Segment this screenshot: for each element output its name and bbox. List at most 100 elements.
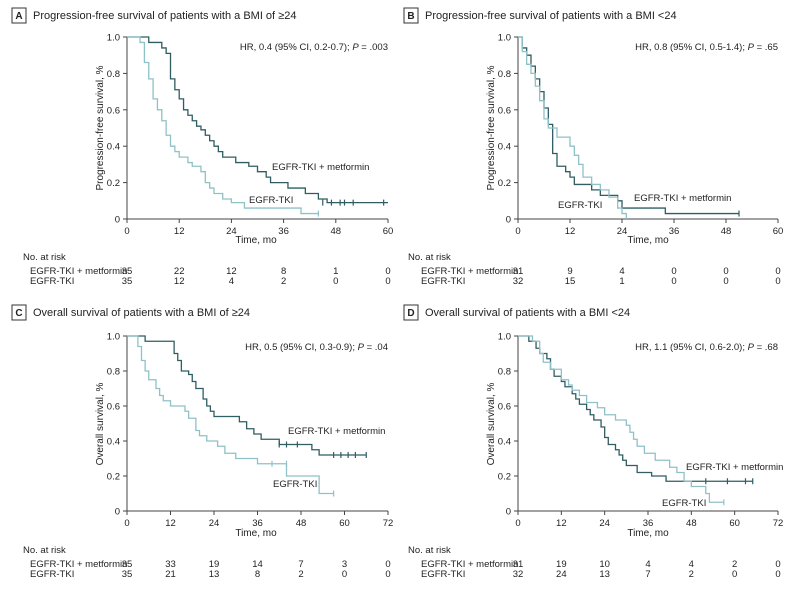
y-tick-label: 1.0 (107, 332, 120, 343)
hr-p-label: P (352, 42, 359, 53)
x-tick-label: 0 (515, 226, 520, 237)
y-tick-label: 0 (506, 215, 511, 226)
risk-value: 0 (775, 559, 780, 570)
hr-p-value: = .003 (359, 42, 388, 53)
x-tick-label: 24 (617, 226, 628, 237)
y-tick-label: 0.6 (498, 105, 511, 116)
x-tick-label: 72 (773, 518, 784, 529)
risk-value: 4 (689, 559, 694, 570)
risk-value: 0 (333, 276, 338, 287)
hr-p-value: = .65 (754, 42, 778, 53)
risk-header: No. at risk (23, 252, 66, 263)
y-tick-label: 0.8 (498, 367, 511, 378)
risk-value: 3 (342, 559, 347, 570)
risk-header: No. at risk (23, 545, 66, 556)
risk-value: 14 (252, 559, 263, 570)
x-tick-label: 36 (643, 518, 654, 529)
risk-value: 35 (122, 266, 133, 277)
risk-value: 1 (333, 266, 338, 277)
risk-value: 0 (723, 276, 728, 287)
x-tick-label: 36 (669, 226, 680, 237)
risk-value: 35 (122, 276, 133, 287)
x-tick-label: 36 (252, 518, 263, 529)
panel-b: B Progression-free survival of patients w… (403, 7, 784, 287)
hazard-ratio-text: HR, 1.1 (95% CI, 0.6-2.0); P = .68 (635, 342, 778, 353)
y-tick-label: 0 (115, 507, 120, 518)
hr-p-value: = .04 (364, 342, 388, 353)
risk-value: 31 (513, 266, 524, 277)
hr-prefix: HR, 1.1 (95% CI, 0.6-2.0); (635, 342, 747, 353)
x-tick-label: 36 (278, 226, 289, 237)
series-line-egfr-tki (518, 36, 627, 219)
series-line-egfr-tki (127, 335, 334, 495)
risk-value: 0 (385, 276, 390, 287)
panel-c: C Overall survival of patients with a BMI… (11, 304, 394, 580)
risk-value: 0 (671, 276, 676, 287)
y-tick-label: 0.2 (107, 178, 120, 189)
hr-p-value: = .68 (754, 342, 778, 353)
risk-value: 35 (122, 569, 133, 580)
risk-value: 8 (281, 266, 286, 277)
risk-value: 15 (565, 276, 576, 287)
hr-prefix: HR, 0.5 (95% CI, 0.3-0.9); (245, 342, 357, 353)
risk-value: 2 (298, 569, 303, 580)
risk-value: 7 (645, 569, 650, 580)
risk-value: 12 (174, 276, 185, 287)
risk-value: 0 (723, 266, 728, 277)
x-tick-label: 12 (565, 226, 576, 237)
risk-value: 13 (599, 569, 610, 580)
y-tick-label: 0.8 (107, 69, 120, 80)
panel-d: D Overall survival of patients with a BMI… (403, 304, 784, 580)
curve-label-metformin: EGFR-TKI + metformin (634, 193, 731, 204)
risk-row-label: EGFR-TKI (30, 569, 74, 580)
y-axis-label: Overall survival, % (486, 383, 497, 466)
x-axis-label: Time, mo (627, 528, 669, 539)
y-tick-label: 0.6 (107, 402, 120, 413)
risk-value: 0 (385, 559, 390, 570)
y-tick-label: 0 (506, 507, 511, 518)
risk-value: 35 (122, 559, 133, 570)
x-tick-label: 60 (339, 518, 350, 529)
x-tick-label: 12 (174, 226, 185, 237)
risk-value: 1 (619, 276, 624, 287)
risk-value: 32 (513, 569, 524, 580)
x-tick-label: 48 (721, 226, 732, 237)
risk-value: 33 (165, 559, 176, 570)
series-line-metformin (127, 36, 388, 204)
risk-value: 4 (229, 276, 234, 287)
curve-label-metformin: EGFR-TKI + metformin (686, 462, 783, 473)
x-tick-label: 60 (729, 518, 740, 529)
panel-title: Progression-free survival of patients wi… (33, 10, 296, 22)
hr-prefix: HR, 0.8 (95% CI, 0.5-1.4); (635, 42, 747, 53)
risk-row-label: EGFR-TKI (421, 276, 465, 287)
risk-value: 0 (775, 276, 780, 287)
x-tick-label: 12 (165, 518, 176, 529)
hr-prefix: HR, 0.4 (95% CI, 0.2-0.7); (240, 42, 352, 53)
curve-label-metformin: EGFR-TKI + metformin (272, 162, 369, 173)
y-tick-label: 0.6 (498, 402, 511, 413)
risk-row-label: EGFR-TKI (421, 569, 465, 580)
risk-value: 24 (556, 569, 567, 580)
y-tick-label: 0.2 (498, 178, 511, 189)
risk-value: 0 (775, 266, 780, 277)
panel-letter-box (403, 304, 419, 321)
y-tick-label: 0.4 (107, 142, 120, 153)
risk-value: 21 (165, 569, 176, 580)
y-tick-label: 1.0 (498, 33, 511, 44)
risk-value: 0 (385, 266, 390, 277)
panel-letter: D (407, 308, 414, 319)
risk-header: No. at risk (408, 252, 451, 263)
x-tick-label: 24 (209, 518, 220, 529)
panel-a: A Progression-free survival of patients w… (11, 7, 393, 287)
curve-label-egfr-tki: EGFR-TKI (249, 195, 293, 206)
x-tick-label: 48 (331, 226, 342, 237)
series-line-metformin (518, 36, 739, 215)
y-tick-label: 1.0 (498, 332, 511, 343)
panel-title: Progression-free survival of patients wi… (425, 10, 677, 22)
y-tick-label: 0.2 (107, 472, 120, 483)
hr-p-label: P (358, 342, 365, 353)
risk-row-label: EGFR-TKI + metformin (421, 266, 518, 277)
x-tick-label: 72 (383, 518, 394, 529)
x-tick-label: 60 (773, 226, 784, 237)
